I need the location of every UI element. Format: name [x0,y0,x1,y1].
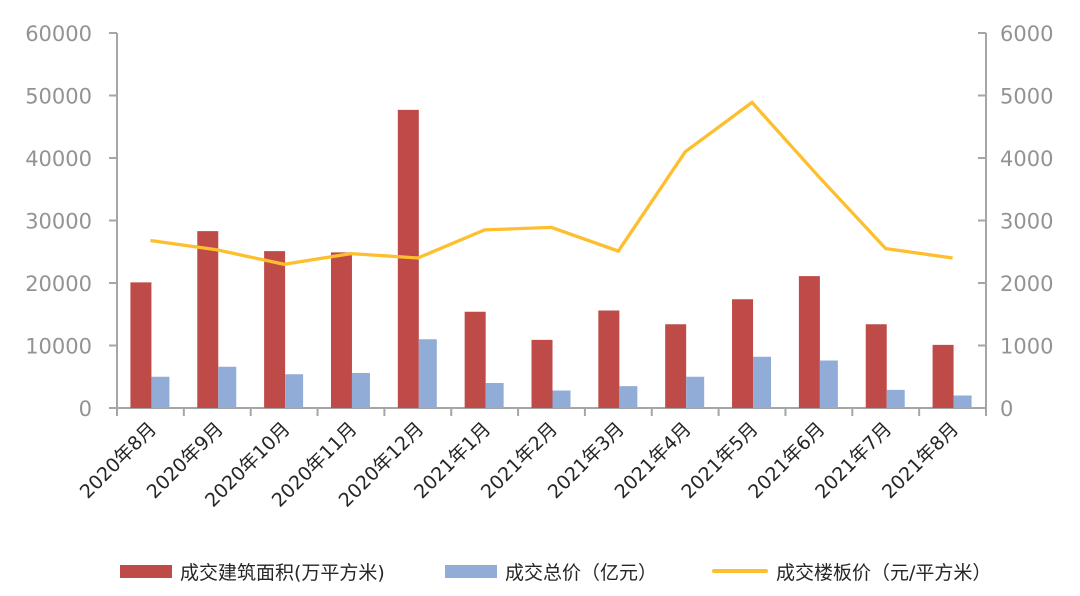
bar-total-price [418,339,437,408]
left-axis-tick-label: 50000 [25,85,92,109]
bar-total-price [619,386,638,408]
right-axis-tick-label: 1000 [1000,335,1053,359]
bar-floor-area [330,252,352,408]
chart-legend: 成交建筑面积(万平方米) 成交总价（亿元） 成交楼板价（元/平方米） [0,558,1080,586]
legend-label-floor-area: 成交建筑面积(万平方米) [180,561,385,584]
bar-floor-area [865,324,887,408]
bar-total-price [351,373,370,408]
bar-floor-area [130,282,152,408]
bar-floor-area [598,310,620,408]
legend-item-floor-price: 成交楼板价（元/平方米） [712,558,991,584]
left-axis-tick-label: 60000 [25,22,92,46]
floor-price-line [150,100,953,266]
bar-floor-area [932,344,954,408]
legend-swatch-blue-bar-icon [445,564,497,578]
bar-floor-area [531,339,553,408]
right-axis-tick-label: 4000 [1000,147,1053,171]
bar-total-price [686,376,705,408]
bar-total-price [886,389,905,408]
right-axis-tick-label: 2000 [1000,272,1053,296]
left-axis-tick-label: 20000 [25,272,92,296]
right-axis-tick-label: 3000 [1000,210,1053,234]
bar-total-price [819,360,838,408]
legend-label-floor-price: 成交楼板价（元/平方米） [776,561,992,584]
bar-total-price [151,376,170,408]
bar-total-price [753,356,772,408]
bar-floor-area [264,251,286,408]
right-axis-tick-label: 0 [1000,397,1013,421]
bar-floor-area [464,311,486,408]
right-axis-tick-label: 6000 [1000,22,1053,46]
bar-floor-area [665,324,687,408]
right-axis-tick-label: 5000 [1000,85,1053,109]
legend-label-total-price: 成交总价（亿元） [505,561,658,584]
left-axis-tick-label: 40000 [25,147,92,171]
bar-total-price [285,374,304,408]
bar-total-price [552,390,571,408]
bar-floor-area [197,231,219,408]
bar-floor-area [732,299,754,408]
left-axis-tick-label: 10000 [25,335,92,359]
legend-swatch-red-bar-icon [120,564,172,578]
bar-total-price [953,395,972,408]
legend-item-total-price: 成交总价（亿元） [445,558,657,584]
legend-swatch-yellow-line-icon [712,569,768,573]
bar-total-price [485,383,504,408]
bar-total-price [218,366,237,408]
bar-floor-area [798,276,820,408]
left-axis-tick-label: 0 [79,397,92,421]
left-axis-tick-label: 30000 [25,210,92,234]
legend-item-floor-area: 成交建筑面积(万平方米) [120,558,385,584]
